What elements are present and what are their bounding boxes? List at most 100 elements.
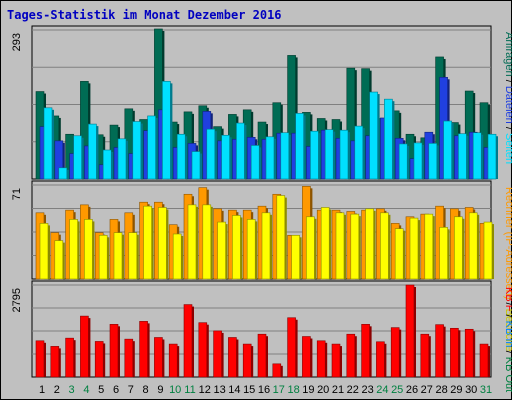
bar-seiten-29 xyxy=(458,133,467,180)
bar-besuche-18 xyxy=(291,235,300,280)
bar-seiten-19 xyxy=(310,130,319,180)
x-tick-25: 25 xyxy=(391,384,403,396)
bar-besuche-22 xyxy=(350,213,360,280)
x-tick-8: 8 xyxy=(143,384,149,396)
bar-seiten-26 xyxy=(413,142,423,180)
bar-besuche-5 xyxy=(98,235,108,280)
y-max-label-panel-2: 71 xyxy=(11,188,23,200)
bar-seiten-24 xyxy=(384,98,393,180)
bar-besuche-31 xyxy=(483,221,493,280)
bar-besuche-30 xyxy=(468,212,478,280)
bar-kb-f-13 xyxy=(213,330,222,378)
legend-entry: / xyxy=(503,348,512,355)
bar-seiten-16 xyxy=(265,136,275,180)
legend-entry: / xyxy=(503,311,512,318)
bar-kb-f-8 xyxy=(139,321,148,378)
bar-kb-f-30 xyxy=(464,328,474,378)
bar-kb-f-22 xyxy=(346,333,356,378)
bar-kb-f-2 xyxy=(50,346,60,378)
x-tick-10: 10 xyxy=(169,384,181,396)
bar-besuche-28 xyxy=(439,227,448,280)
x-tick-27: 27 xyxy=(421,384,433,396)
bar-seiten-14 xyxy=(236,122,245,180)
bar-besuche-14 xyxy=(232,215,241,280)
bar-kb-f-10 xyxy=(168,343,178,378)
bar-kb-f-21 xyxy=(331,343,341,378)
bar-kb-f-14 xyxy=(228,337,237,378)
panel-2: 71 Rechner (IP-Adressen) / Besuche xyxy=(11,180,512,352)
x-tick-19: 19 xyxy=(302,384,314,396)
legend-panel-1: Anfragen / Dateien / Seiten xyxy=(503,32,512,164)
bar-kb-f-24 xyxy=(376,341,385,378)
bar-besuche-4 xyxy=(84,219,93,280)
bar-kb-f-26 xyxy=(405,284,415,378)
chart-panels: 293 Anfragen / Dateien / Seiten 71 Rechner … xyxy=(11,25,512,393)
bar-kb-f-12 xyxy=(198,322,208,378)
legend-entry: Seiten xyxy=(503,130,512,164)
bar-seiten-5 xyxy=(102,149,112,180)
x-tick-24: 24 xyxy=(376,384,388,396)
bar-besuche-27 xyxy=(424,213,434,280)
bar-kb-f-18 xyxy=(287,317,296,378)
legend-entry: (IP-Adressen) xyxy=(503,229,512,300)
panel-3: 2795 KB F / KB In / KB Out xyxy=(11,280,512,393)
bar-kb-f-5 xyxy=(94,341,104,378)
bar-besuche-11 xyxy=(187,204,197,280)
bar-besuche-25 xyxy=(394,228,404,280)
bar-kb-f-29 xyxy=(450,327,459,378)
bar-kb-f-27 xyxy=(420,333,430,378)
legend-entry: Rechner xyxy=(503,187,512,229)
legend-entry: / xyxy=(503,300,512,307)
bar-seiten-8 xyxy=(147,115,156,180)
bar-kb-f-17 xyxy=(272,363,282,378)
bar-besuche-26 xyxy=(409,217,419,280)
bar-seiten-20 xyxy=(324,129,334,180)
bar-besuche-17 xyxy=(276,195,286,280)
bar-seiten-6 xyxy=(117,138,127,180)
bar-seiten-17 xyxy=(280,132,290,180)
bar-kb-f-16 xyxy=(257,333,267,378)
bar-besuche-2 xyxy=(54,240,64,280)
legend-entry: KB In xyxy=(503,318,512,348)
bar-seiten-25 xyxy=(398,143,408,180)
x-tick-17: 17 xyxy=(273,384,285,396)
bar-seiten-15 xyxy=(250,145,260,180)
legend-entry: Dateien xyxy=(503,83,512,124)
bar-seiten-3 xyxy=(73,135,82,180)
bar-seiten-22 xyxy=(354,125,364,180)
bar-kb-f-3 xyxy=(65,337,74,378)
x-tick-14: 14 xyxy=(228,384,240,396)
bar-besuche-6 xyxy=(113,232,123,280)
legend-entry: KB Out xyxy=(503,354,512,393)
legend-entry: / xyxy=(503,77,512,84)
bar-kb-f-25 xyxy=(390,327,400,378)
bar-besuche-10 xyxy=(172,233,182,280)
x-tick-4: 4 xyxy=(83,384,89,396)
x-tick-2: 2 xyxy=(54,384,60,396)
x-tick-15: 15 xyxy=(243,384,255,396)
x-tick-7: 7 xyxy=(128,384,134,396)
bar-kb-f-20 xyxy=(316,340,326,378)
x-tick-6: 6 xyxy=(113,384,119,396)
x-tick-29: 29 xyxy=(450,384,462,396)
bar-besuche-21 xyxy=(335,212,345,280)
x-tick-1: 1 xyxy=(39,384,45,396)
bar-kb-f-23 xyxy=(361,324,370,378)
bar-seiten-12 xyxy=(206,128,216,180)
bar-seiten-30 xyxy=(472,132,482,180)
bar-seiten-13 xyxy=(221,134,230,180)
bar-besuche-3 xyxy=(69,219,78,280)
x-tick-5: 5 xyxy=(98,384,104,396)
bar-kb-f-19 xyxy=(302,336,311,378)
x-tick-12: 12 xyxy=(199,384,211,396)
legend-entry: Anfragen xyxy=(503,32,512,77)
legend-entry: KB F xyxy=(503,287,512,312)
bar-seiten-28 xyxy=(443,120,452,180)
bar-besuche-29 xyxy=(454,216,463,280)
bar-kb-f-15 xyxy=(242,343,252,378)
bar-seiten-7 xyxy=(132,121,142,180)
bar-seiten-27 xyxy=(428,143,438,180)
bar-besuche-19 xyxy=(306,216,315,280)
